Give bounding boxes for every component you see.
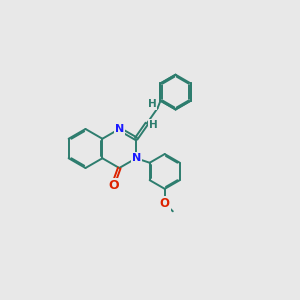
Text: O: O: [160, 197, 170, 210]
Text: O: O: [108, 179, 119, 192]
Text: N: N: [131, 153, 141, 163]
Text: H: H: [149, 120, 158, 130]
Text: H: H: [148, 100, 157, 110]
Text: N: N: [115, 124, 124, 134]
